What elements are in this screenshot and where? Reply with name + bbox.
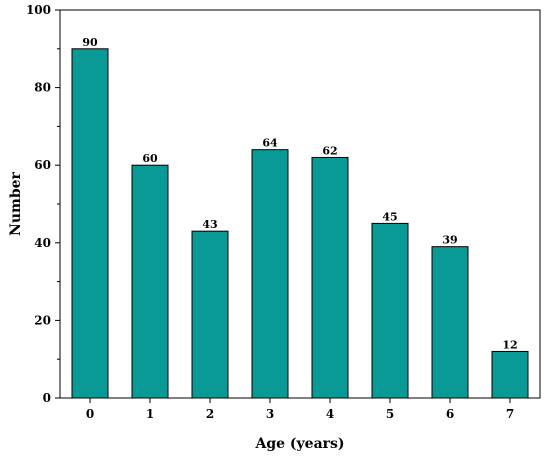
x-tick-label-2: 2 [206, 407, 214, 421]
bar-6 [431, 246, 469, 399]
data-label-6: 39 [442, 234, 457, 247]
data-label-5: 45 [382, 210, 397, 223]
x-tick-label-5: 5 [386, 407, 394, 421]
bar-3 [251, 149, 289, 399]
bar-0 [71, 48, 109, 399]
bar-2 [191, 230, 229, 399]
data-label-1: 60 [142, 152, 158, 165]
y-tick-label-20: 20 [34, 313, 51, 327]
bar-7 [491, 350, 529, 399]
y-tick-label-40: 40 [34, 236, 51, 250]
x-tick-label-1: 1 [146, 407, 154, 421]
data-label-3: 64 [262, 137, 278, 150]
bar-5 [371, 222, 409, 399]
bars-layer [71, 48, 529, 399]
data-label-2: 43 [202, 218, 217, 231]
y-tick-label-60: 60 [34, 158, 51, 172]
data-label-7: 12 [502, 338, 517, 351]
y-axis-title: Number [8, 171, 24, 235]
x-axis-title: Age (years) [254, 436, 344, 452]
data-label-0: 90 [82, 36, 98, 49]
x-tick-label-4: 4 [326, 407, 334, 421]
data-label-4: 62 [322, 144, 337, 157]
bar-1 [131, 164, 169, 399]
bar-4 [311, 156, 349, 399]
y-tick-label-80: 80 [34, 81, 51, 95]
data-labels-layer: 90 60 43 64 62 45 39 12 [82, 36, 517, 352]
x-tick-label-0: 0 [86, 407, 94, 421]
x-tick-label-3: 3 [266, 407, 274, 421]
x-tick-label-7: 7 [506, 407, 514, 421]
y-tick-label-100: 100 [26, 3, 51, 17]
y-tick-label-0: 0 [43, 391, 51, 405]
x-tick-label-6: 6 [446, 407, 454, 421]
